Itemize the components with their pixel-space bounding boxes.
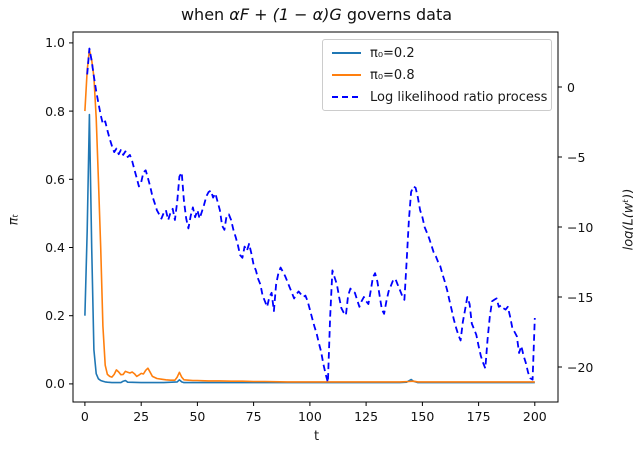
x-tick-label: 100 bbox=[297, 409, 322, 424]
y-right-tick-label: −20 bbox=[567, 359, 594, 375]
x-tick-label: 50 bbox=[189, 409, 206, 424]
y-right-tick-label: 0 bbox=[567, 79, 575, 95]
x-tick-label: 150 bbox=[410, 409, 435, 424]
legend-box: π₀=0.2 π₀=0.8 Log likelihood ratio proce… bbox=[322, 39, 552, 111]
legend-item-pi0-02: π₀=0.2 bbox=[323, 46, 551, 61]
series-line-0 bbox=[84, 113, 535, 384]
title-part-1: when bbox=[180, 5, 230, 24]
x-tick-label: 0 bbox=[80, 409, 89, 424]
x-axis-label: t bbox=[313, 429, 320, 444]
y-left-tick-label: 0.6 bbox=[45, 171, 65, 187]
y-left-tick-label: 1.0 bbox=[45, 35, 65, 51]
x-tick-label: 200 bbox=[522, 409, 547, 424]
chart-title: when αF + (1 − α)G governs data bbox=[0, 5, 633, 24]
y-axis-label-right: log(L(wᵗ)) bbox=[621, 188, 633, 251]
y-axis-label-left: πₜ bbox=[6, 213, 22, 226]
title-part-2: governs data bbox=[341, 5, 453, 24]
legend-label: π₀=0.8 bbox=[370, 67, 415, 83]
y-right-tick-label: −5 bbox=[567, 149, 586, 165]
legend-label: π₀=0.2 bbox=[370, 45, 415, 61]
title-math-part: αF + (1 − α)G bbox=[229, 5, 342, 24]
legend-item-pi0-08: π₀=0.8 bbox=[323, 68, 551, 83]
y-left-tick-label: 0.2 bbox=[45, 308, 65, 324]
axes-frame bbox=[72, 31, 559, 403]
y-right-tick-label: −15 bbox=[567, 289, 594, 305]
y-left-tick-label: 0.0 bbox=[45, 376, 65, 392]
legend-line-swatch-orange bbox=[332, 73, 361, 77]
x-tick-label: 175 bbox=[466, 409, 491, 424]
legend-line-swatch-blue bbox=[332, 51, 361, 55]
x-tick-label: 25 bbox=[133, 409, 150, 424]
legend-line-swatch-dashed-blue bbox=[332, 96, 361, 98]
y-right-tick-label: −10 bbox=[567, 219, 594, 235]
x-tick-label: 125 bbox=[354, 409, 379, 424]
series-line-2 bbox=[86, 47, 536, 384]
y-left-tick-label: 0.4 bbox=[45, 240, 65, 255]
series-line-1 bbox=[84, 48, 535, 383]
legend-item-log-likelihood: Log likelihood ratio process bbox=[323, 90, 551, 105]
x-tick-label: 75 bbox=[245, 409, 262, 424]
y-left-tick-label: 0.8 bbox=[45, 103, 65, 119]
legend-label: Log likelihood ratio process bbox=[370, 89, 548, 105]
